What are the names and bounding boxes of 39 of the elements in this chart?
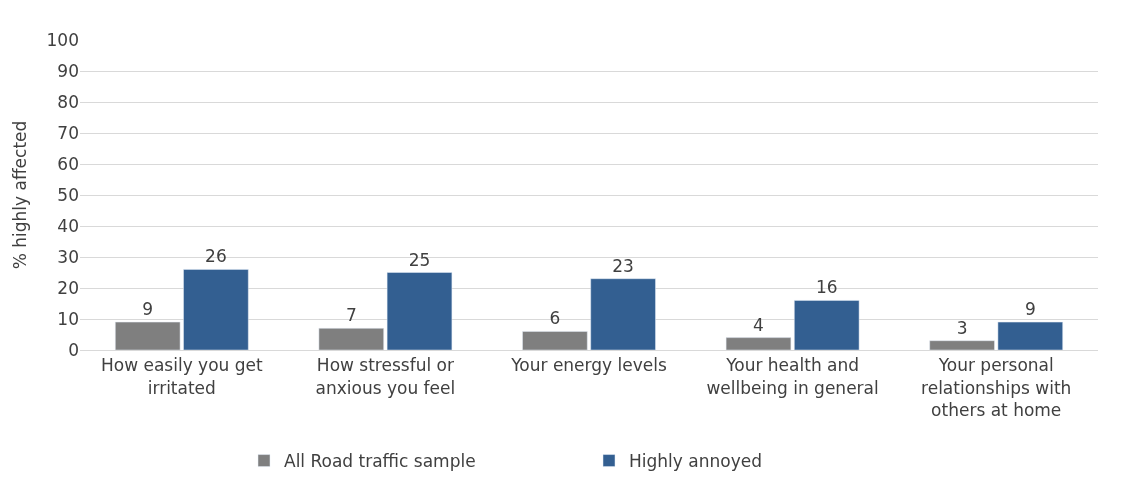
y-tick-label: 50 — [57, 184, 79, 205]
y-tick-label: 80 — [57, 91, 79, 112]
y-axis-title: % highly affected — [10, 120, 31, 270]
y-tick-label: 0 — [68, 339, 79, 360]
bar — [386, 272, 453, 350]
y-tick-label: 20 — [57, 277, 79, 298]
data-label: 3 — [956, 317, 968, 338]
data-label: 7 — [345, 305, 357, 326]
bar — [183, 269, 249, 350]
bar — [929, 340, 995, 350]
y-tick-label: 90 — [57, 60, 79, 81]
x-tick-label: How easily you get irritated — [100, 355, 263, 398]
data-label: 25 — [408, 249, 431, 270]
data-label: 23 — [612, 255, 634, 276]
data-label: 4 — [753, 314, 764, 335]
data-label: 9 — [142, 299, 154, 320]
bar — [522, 331, 588, 350]
y-tick-label: 40 — [57, 215, 79, 236]
x-tick-label: Your energy levels — [510, 355, 667, 376]
bar — [794, 300, 860, 350]
legend-label: All Road traffic sample — [284, 451, 476, 472]
data-label: 9 — [1024, 299, 1036, 320]
y-tick-label: 100 — [46, 29, 79, 50]
bar — [725, 337, 792, 350]
bar — [997, 321, 1063, 350]
bar — [318, 328, 384, 350]
data-label: 6 — [549, 308, 561, 329]
bar — [115, 321, 181, 350]
y-tick-label: 70 — [57, 122, 79, 143]
bar — [590, 278, 656, 350]
y-tick-label: 60 — [57, 153, 79, 174]
x-tick-label: How stressful or anxious you feel — [315, 355, 456, 398]
data-label: 26 — [205, 246, 227, 267]
x-tick-label: Your personal relationships with others at home — [921, 355, 1072, 420]
y-tick-label: 30 — [57, 246, 79, 267]
y-tick-label: 10 — [57, 308, 79, 329]
data-label: 16 — [815, 277, 838, 298]
x-tick-label: Your health and wellbeing in general — [706, 355, 879, 398]
legend-label: Highly annoyed — [629, 451, 762, 472]
